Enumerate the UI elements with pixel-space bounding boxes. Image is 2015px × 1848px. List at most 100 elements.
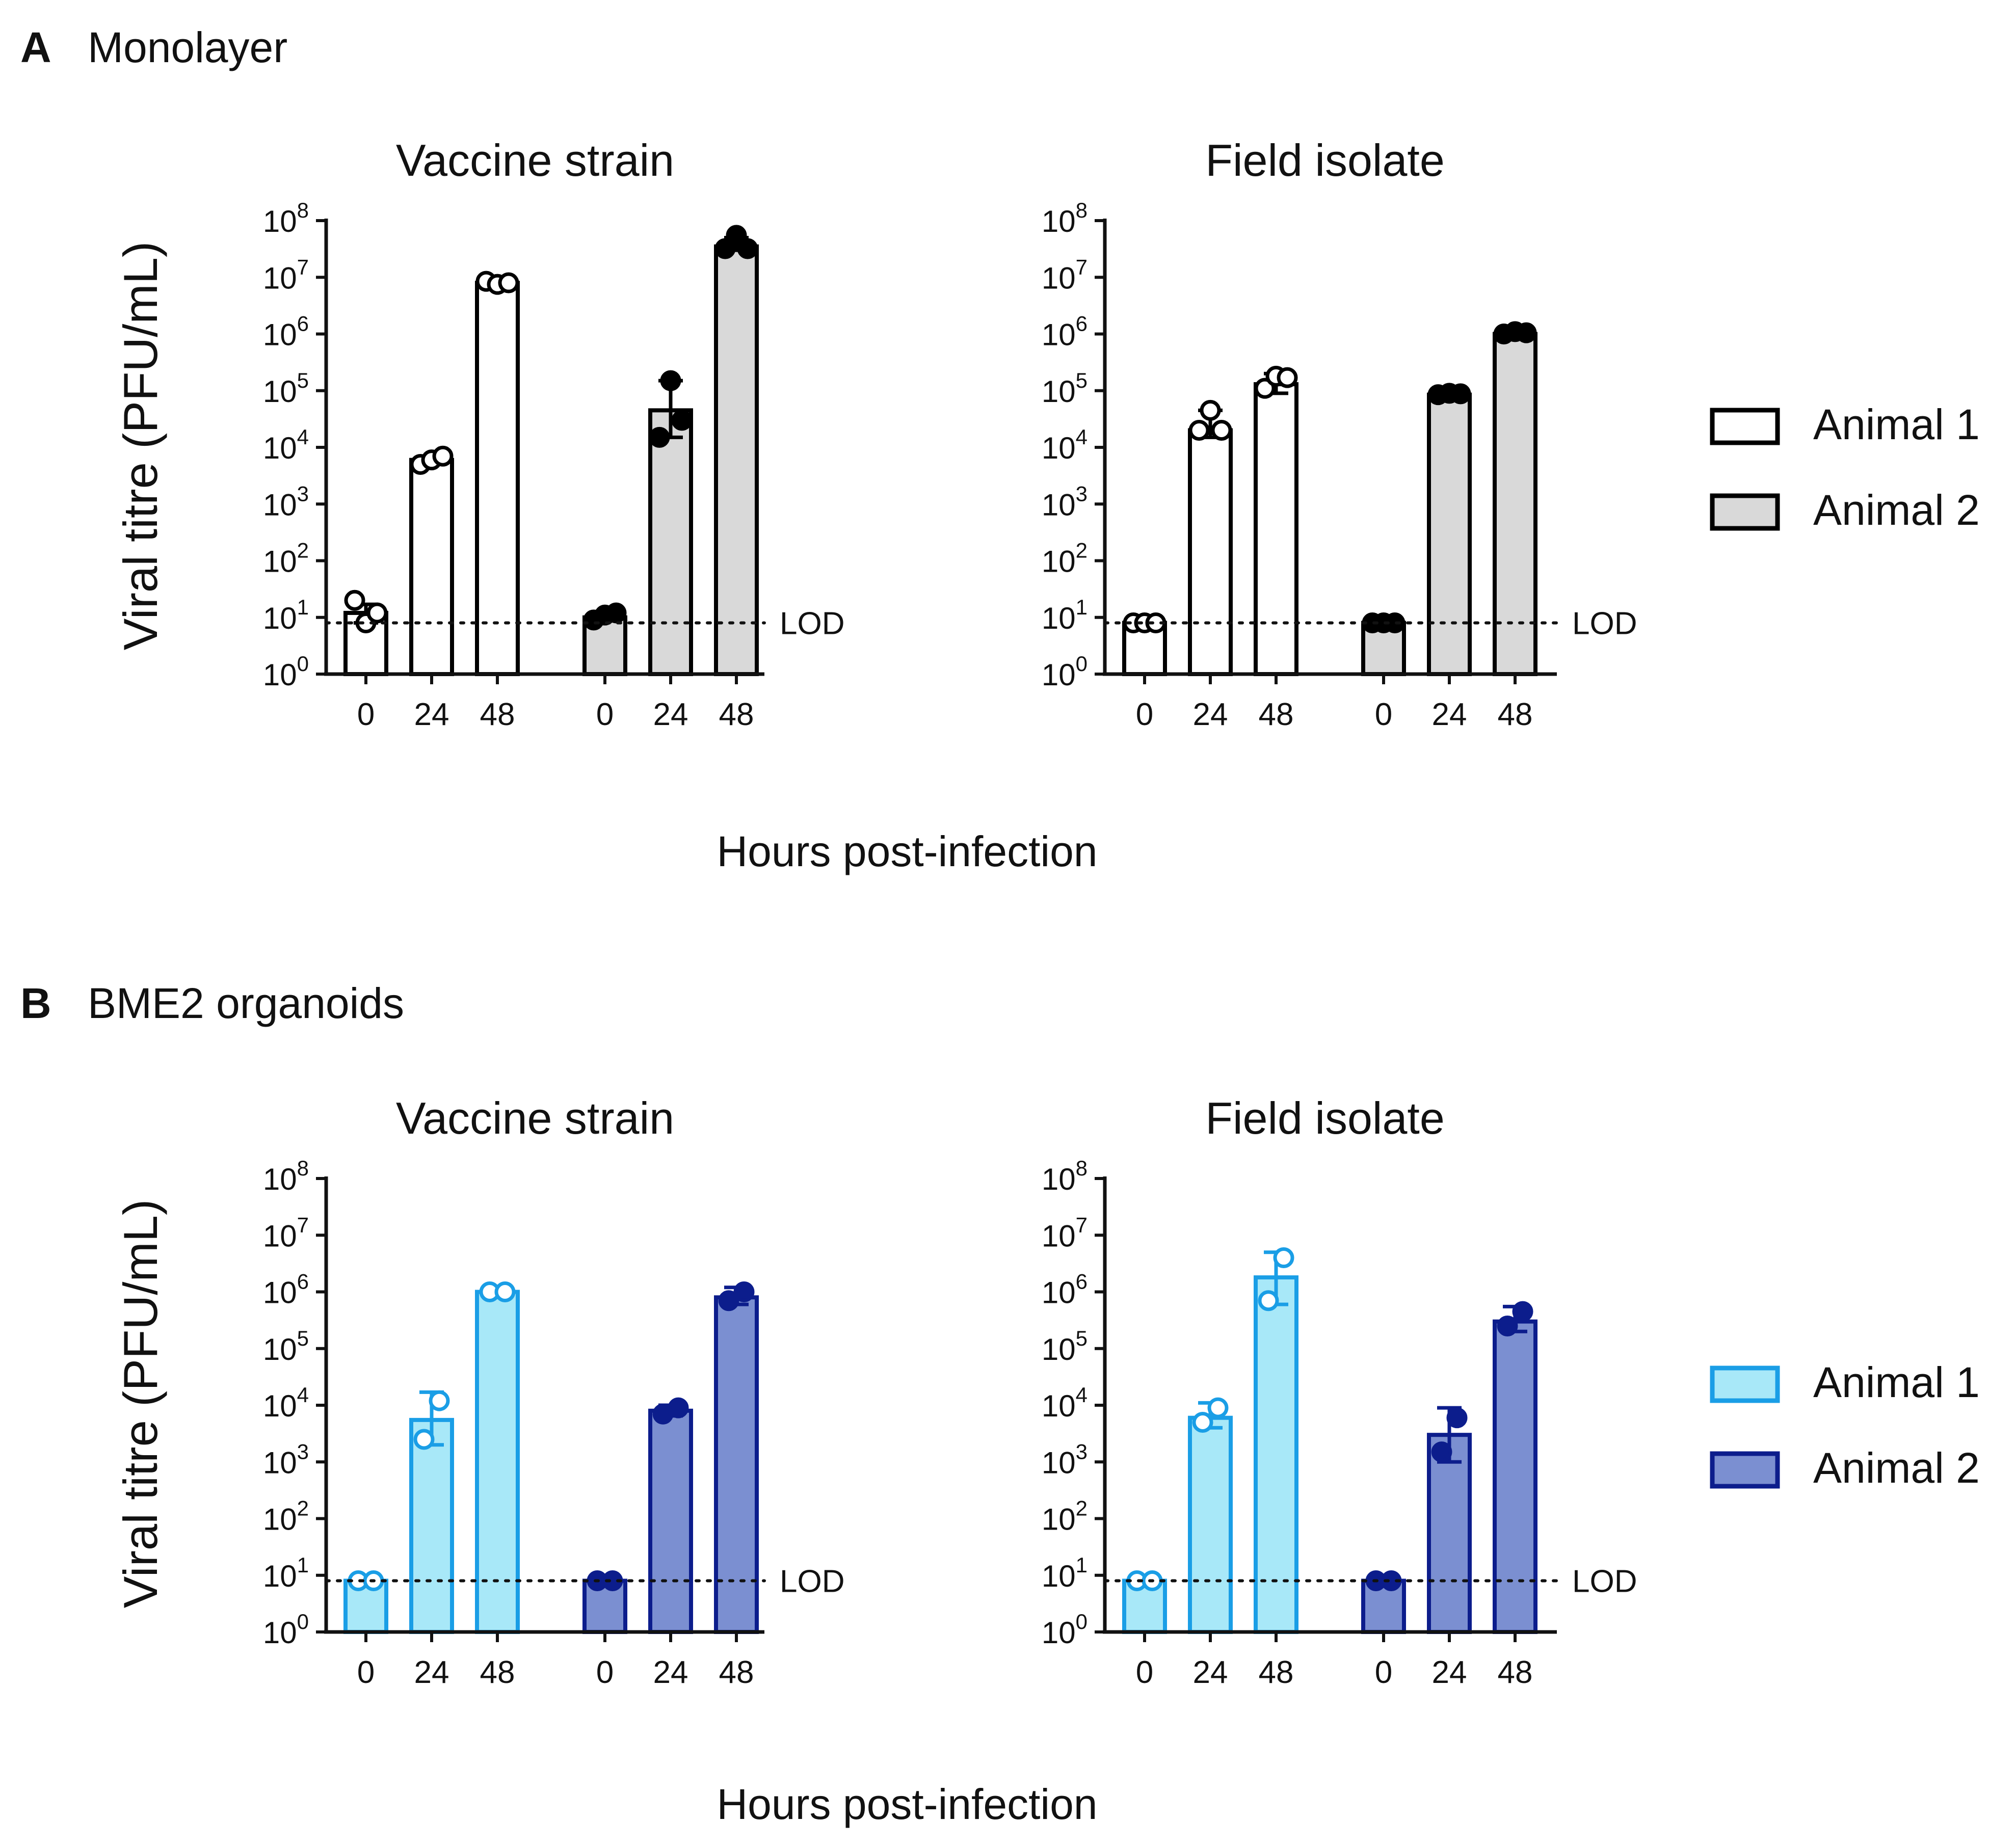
y-tick-label: 105 — [263, 1326, 309, 1367]
y-tick-label: 106 — [263, 312, 309, 352]
panel-a-legend: Animal 1 Animal 2 — [1710, 400, 1980, 534]
chart-title: Vaccine strain — [396, 1093, 674, 1143]
y-tick-label: 103 — [1042, 1439, 1088, 1480]
x-tick-label: 48 — [1259, 697, 1294, 732]
panel-a-letter: A — [20, 23, 51, 71]
data-point — [649, 426, 670, 448]
bar — [1254, 1275, 1298, 1634]
data-point — [1188, 420, 1210, 441]
series-animal-2 — [582, 1281, 759, 1635]
data-point — [671, 410, 693, 431]
series-animal-1 — [1122, 1247, 1298, 1635]
bar — [648, 1408, 693, 1634]
y-tick-label: 108 — [1042, 1156, 1088, 1196]
lod-label: LOD — [780, 606, 844, 641]
panel-b-legend-label-animal-1: Animal 1 — [1813, 1358, 1980, 1406]
y-tick-label: 106 — [263, 1270, 309, 1310]
data-point — [737, 238, 758, 259]
y-tick-label: 101 — [263, 595, 309, 635]
series-animal-1 — [343, 271, 520, 676]
panel-a-x-axis-label: Hours post-infection — [717, 827, 1097, 875]
data-point — [1431, 1441, 1452, 1463]
y-tick-label: 104 — [1042, 425, 1088, 465]
data-point — [1211, 420, 1232, 441]
panel-b-x-axis-label: Hours post-infection — [717, 1780, 1097, 1828]
x-tick-label: 0 — [357, 697, 375, 732]
data-point — [718, 1290, 739, 1311]
panel-a-legend-swatch-animal-2 — [1710, 493, 1780, 531]
x-tick-label: 48 — [1498, 697, 1533, 732]
y-tick-label: 101 — [1042, 1553, 1088, 1593]
y-tick-label: 103 — [263, 481, 309, 522]
data-point — [660, 370, 681, 391]
series-animal-2 — [1361, 321, 1537, 677]
y-tick-label: 103 — [263, 1439, 309, 1480]
bar — [1254, 382, 1298, 676]
y-tick-label: 103 — [1042, 481, 1088, 522]
x-tick-label: 0 — [1375, 697, 1392, 732]
x-tick-label: 0 — [357, 1655, 375, 1690]
x-tick-label: 48 — [480, 697, 515, 732]
x-tick-label: 48 — [719, 1655, 754, 1690]
data-point — [1258, 1290, 1279, 1311]
panel-b-letter: B — [20, 979, 51, 1027]
y-tick-label: 108 — [1042, 198, 1088, 238]
panel-b-legend-swatch-animal-2 — [1710, 1451, 1780, 1489]
y-tick-label: 102 — [1042, 539, 1088, 579]
y-tick-label: 104 — [263, 425, 309, 465]
x-tick-label: 24 — [653, 1655, 688, 1690]
chart-organoids-field-isolate: Field isolate LOD 100 101 102 103 104 105 106 107… — [1042, 1093, 1637, 1690]
x-tick-label: 24 — [1432, 697, 1467, 732]
bar — [1188, 1415, 1233, 1634]
y-tick-label: 100 — [1042, 652, 1088, 692]
data-point — [605, 602, 627, 624]
chart-monolayer-vaccine-strain: Vaccine strain LOD 100 101 102 103 104 105 106 10… — [263, 135, 845, 732]
x-tick-label: 24 — [653, 697, 688, 732]
y-tick-label: 106 — [1042, 1270, 1088, 1310]
lod-label: LOD — [1572, 606, 1637, 641]
x-tick-label: 0 — [1375, 1655, 1392, 1690]
chart-title: Field isolate — [1205, 1093, 1445, 1143]
bar — [409, 1417, 454, 1635]
data-point — [1200, 399, 1221, 421]
lod-label: LOD — [780, 1564, 844, 1599]
y-tick-label: 101 — [1042, 595, 1088, 635]
x-tick-label: 24 — [1193, 697, 1228, 732]
x-tick-label: 48 — [1259, 1655, 1294, 1690]
data-point — [498, 272, 519, 293]
y-tick-label: 104 — [1042, 1383, 1088, 1423]
x-tick-label: 48 — [480, 1655, 515, 1690]
data-point — [714, 238, 736, 259]
data-point — [1207, 1397, 1229, 1418]
panel-a-legend-label-animal-2: Animal 2 — [1813, 486, 1980, 534]
panel-b-legend-label-animal-2: Animal 2 — [1813, 1444, 1980, 1492]
bar — [714, 244, 759, 677]
data-point — [429, 1390, 450, 1411]
x-tick-label: 0 — [596, 697, 614, 732]
y-tick-label: 108 — [263, 198, 309, 238]
y-tick-label: 100 — [1042, 1610, 1088, 1650]
chart-title: Field isolate — [1205, 135, 1445, 185]
y-tick-label: 102 — [263, 1496, 309, 1537]
data-point — [366, 602, 388, 624]
bar — [1493, 1319, 1537, 1634]
data-point — [413, 1429, 435, 1450]
bar — [1427, 392, 1472, 676]
chart-title: Vaccine strain — [396, 135, 674, 185]
data-point — [1446, 1407, 1468, 1429]
bar — [409, 458, 454, 676]
y-tick-label: 100 — [263, 1610, 309, 1650]
data-point — [432, 445, 454, 467]
bar — [475, 1290, 520, 1634]
bar — [1188, 428, 1233, 677]
data-point — [1512, 1301, 1533, 1322]
y-tick-label: 107 — [263, 1213, 309, 1253]
x-tick-label: 24 — [414, 1655, 449, 1690]
bar — [1427, 1433, 1472, 1634]
data-point — [1450, 383, 1471, 405]
x-tick-label: 24 — [414, 697, 449, 732]
bar — [714, 1295, 759, 1634]
series-animal-2 — [582, 225, 759, 677]
bar — [648, 408, 693, 676]
